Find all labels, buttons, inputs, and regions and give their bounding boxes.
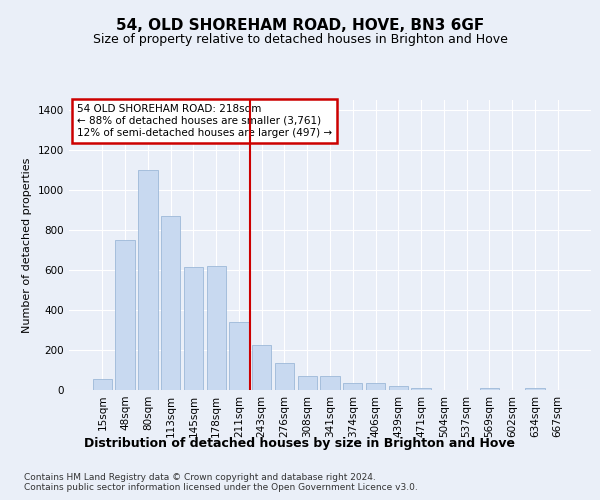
Bar (115, 240, 135, 390)
Bar (138, 170, 158, 390)
Bar (93, 379, 112, 390)
Bar (206, 266, 226, 390)
Text: 54 OLD SHOREHAM ROAD: 218sqm
← 88% of detached houses are smaller (3,761)
12% of: 54 OLD SHOREHAM ROAD: 218sqm ← 88% of de… (77, 104, 332, 138)
Bar (389, 386, 408, 390)
Bar (275, 363, 294, 390)
Text: 54, OLD SHOREHAM ROAD, HOVE, BN3 6GF: 54, OLD SHOREHAM ROAD, HOVE, BN3 6GF (116, 18, 484, 32)
Text: Distribution of detached houses by size in Brighton and Hove: Distribution of detached houses by size … (85, 438, 515, 450)
Bar (229, 322, 248, 390)
Bar (184, 267, 203, 390)
Bar (366, 383, 385, 390)
Bar (479, 388, 499, 390)
Bar (298, 376, 317, 390)
Bar (320, 376, 340, 390)
Bar (161, 216, 181, 390)
Bar (252, 345, 271, 390)
Y-axis label: Number of detached properties: Number of detached properties (22, 158, 32, 332)
Bar (343, 383, 362, 390)
Text: Size of property relative to detached houses in Brighton and Hove: Size of property relative to detached ho… (92, 32, 508, 46)
Text: Contains HM Land Registry data © Crown copyright and database right 2024.
Contai: Contains HM Land Registry data © Crown c… (24, 472, 418, 492)
Bar (525, 388, 545, 390)
Bar (412, 388, 431, 390)
